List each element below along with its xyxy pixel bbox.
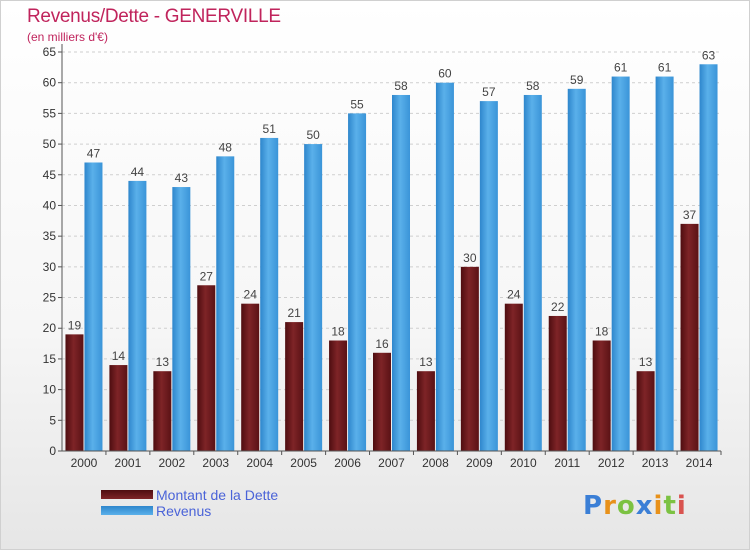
bar-revenus [611, 76, 630, 452]
bar-dette [636, 371, 655, 451]
y-tick-label: 20 [43, 321, 57, 335]
y-tick-label: 45 [43, 168, 57, 182]
bar-revenus [216, 156, 235, 451]
data-label-dette: 37 [683, 208, 697, 222]
bar-dette [504, 303, 523, 451]
bar-revenus [655, 76, 674, 452]
y-tick-label: 60 [43, 76, 57, 90]
bar-revenus [567, 88, 586, 451]
data-label-revenus: 55 [350, 97, 364, 111]
bar-revenus [392, 94, 410, 451]
bar-revenus [84, 162, 103, 451]
data-label-revenus: 50 [306, 128, 320, 142]
data-label-dette: 21 [287, 306, 301, 320]
data-label-revenus: 60 [438, 67, 452, 81]
data-label-dette: 13 [419, 355, 433, 369]
data-label-dette: 22 [551, 300, 565, 314]
data-label-dette: 14 [112, 349, 126, 363]
bar-revenus [304, 144, 323, 452]
data-label-dette: 16 [375, 337, 389, 351]
bar-dette [197, 285, 216, 451]
data-label-revenus: 43 [175, 171, 189, 185]
y-tick-label: 50 [43, 137, 57, 151]
x-tick-label: 2007 [378, 456, 405, 470]
y-tick-label: 35 [43, 229, 57, 243]
data-label-revenus: 59 [570, 73, 584, 87]
y-tick-label: 0 [49, 444, 56, 458]
data-label-dette: 24 [244, 288, 258, 302]
bar-dette [109, 365, 128, 451]
y-tick-label: 10 [43, 383, 57, 397]
data-label-dette: 18 [595, 325, 609, 339]
proxiti-logo: Proxiti [583, 491, 687, 521]
x-tick-label: 2010 [510, 456, 537, 470]
legend-label-dette: Montant de la Dette [156, 487, 279, 503]
data-label-revenus: 47 [87, 146, 101, 160]
y-tick-label: 15 [43, 352, 57, 366]
data-label-revenus: 51 [263, 122, 277, 136]
bar-dette [680, 223, 699, 451]
y-tick-label: 5 [49, 413, 56, 427]
x-tick-label: 2005 [290, 456, 317, 470]
bar-revenus [523, 94, 542, 451]
bar-dette [416, 371, 435, 451]
bar-dette [241, 303, 260, 451]
y-tick-label: 55 [43, 106, 57, 120]
x-tick-label: 2012 [598, 456, 625, 470]
x-tick-label: 2006 [334, 456, 361, 470]
x-tick-label: 2013 [642, 456, 669, 470]
legend-swatch-dette [101, 490, 153, 499]
data-label-dette: 19 [68, 318, 82, 332]
chart-subtitle: (en milliers d'€) [27, 30, 108, 44]
bar-dette [65, 334, 84, 451]
data-label-dette: 18 [331, 325, 345, 339]
x-tick-label: 2008 [422, 456, 449, 470]
y-tick-label: 30 [43, 260, 57, 274]
chart-title: Revenus/Dette - GENERVILLE [27, 6, 281, 27]
x-tick-label: 2003 [202, 456, 229, 470]
data-label-dette: 13 [156, 355, 170, 369]
data-label-revenus: 44 [131, 165, 145, 179]
bar-dette [329, 340, 348, 451]
x-tick-label: 2001 [115, 456, 142, 470]
bar-revenus [172, 187, 191, 452]
data-label-revenus: 58 [394, 79, 408, 93]
y-tick-label: 25 [43, 291, 57, 305]
x-tick-label: 2000 [71, 456, 98, 470]
data-label-dette: 30 [463, 251, 477, 265]
data-label-revenus: 63 [702, 48, 716, 62]
x-tick-label: 2009 [466, 456, 493, 470]
legend-swatch-revenus [101, 506, 153, 515]
data-label-revenus: 57 [482, 85, 496, 99]
data-label-dette: 24 [507, 288, 521, 302]
bar-dette [592, 340, 611, 451]
data-label-dette: 27 [200, 269, 214, 283]
bar-revenus [699, 64, 718, 452]
data-label-revenus: 58 [526, 79, 540, 93]
data-label-revenus: 48 [219, 140, 233, 154]
bar-revenus [479, 101, 498, 451]
bar-revenus [435, 82, 454, 451]
bar-dette [548, 315, 567, 451]
bar-revenus [128, 180, 147, 451]
x-tick-label: 2014 [686, 456, 713, 470]
bar-dette [153, 371, 172, 451]
bar-revenus [260, 137, 279, 451]
bar-dette [460, 266, 479, 451]
data-label-dette: 13 [639, 355, 653, 369]
bar-revenus [348, 113, 367, 451]
x-tick-label: 2011 [554, 456, 580, 470]
bar-dette [373, 352, 391, 451]
y-tick-label: 40 [43, 198, 57, 212]
legend-label-revenus: Revenus [156, 503, 212, 519]
x-tick-label: 2004 [246, 456, 273, 470]
data-label-revenus: 61 [614, 61, 628, 75]
data-label-revenus: 61 [658, 61, 672, 75]
x-tick-label: 2002 [158, 456, 185, 470]
bar-dette [285, 322, 304, 451]
y-tick-label: 65 [43, 45, 57, 59]
